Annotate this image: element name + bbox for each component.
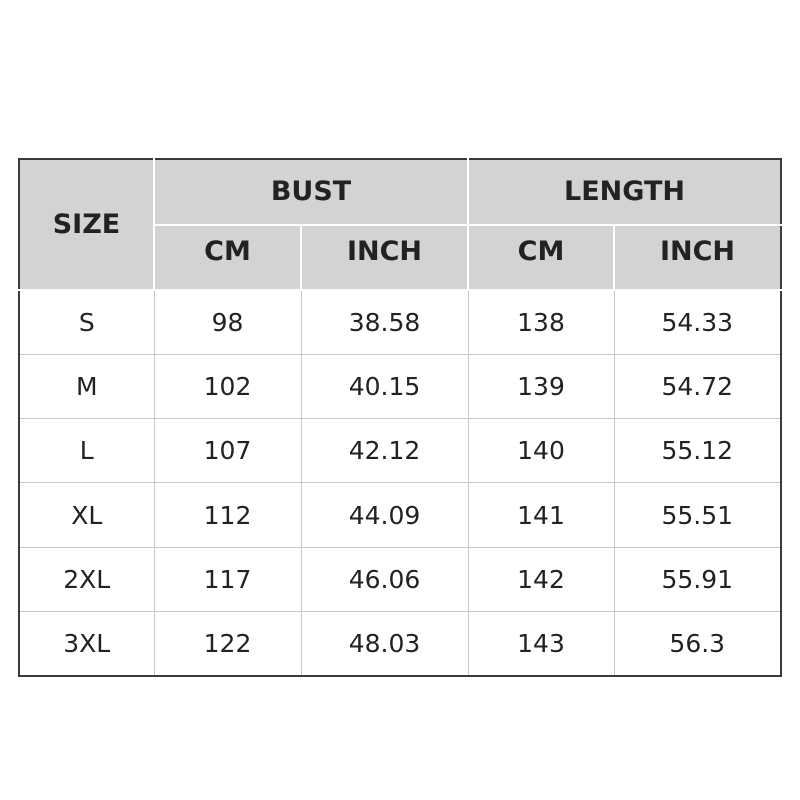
length-inch-cell: 56.3: [613, 610, 782, 676]
bust-cm-cell: 98: [153, 289, 302, 356]
bust-cm-cell: 112: [153, 482, 302, 548]
bust-inch-cell: 40.15: [300, 354, 469, 420]
length-inch-cell: 54.72: [613, 354, 782, 420]
bust-cm-cell: 122: [153, 610, 302, 676]
table-row: M 102 40.15 139 54.72: [19, 354, 782, 420]
table-row: 2XL 117 46.06 142 55.91: [19, 546, 782, 612]
header-length-cm: CM: [467, 224, 615, 291]
length-cm-cell: 139: [467, 354, 615, 420]
size-cell: M: [19, 354, 155, 420]
header-bust: BUST: [153, 159, 469, 226]
size-cell: XL: [19, 482, 155, 548]
bust-inch-cell: 42.12: [300, 418, 469, 484]
bust-cm-cell: 107: [153, 418, 302, 484]
bust-inch-cell: 48.03: [300, 610, 469, 676]
bust-inch-cell: 38.58: [300, 289, 469, 356]
length-inch-cell: 55.51: [613, 482, 782, 548]
size-chart-table: SIZE BUST LENGTH CM INCH CM INCH S 98 38.5…: [18, 158, 783, 677]
bust-cm-cell: 102: [153, 354, 302, 420]
table-row: 3XL 122 48.03 143 56.3: [19, 610, 782, 676]
header-length-inch: INCH: [612, 224, 782, 291]
header-length: LENGTH: [466, 159, 782, 226]
length-cm-cell: 141: [467, 482, 615, 548]
length-cm-cell: 138: [467, 289, 615, 356]
length-inch-cell: 55.12: [613, 418, 782, 484]
length-inch-cell: 55.91: [613, 546, 782, 612]
header-bust-inch: INCH: [300, 224, 469, 291]
header-size: SIZE: [19, 159, 155, 291]
table-row: L 107 42.12 140 55.12: [19, 418, 782, 484]
length-cm-cell: 140: [467, 418, 615, 484]
size-cell: L: [19, 418, 155, 484]
bust-inch-cell: 44.09: [300, 482, 469, 548]
length-cm-cell: 143: [467, 610, 615, 676]
table-row: S 98 38.58 138 54.33: [19, 289, 782, 356]
header-bust-cm: CM: [153, 224, 302, 291]
length-cm-cell: 142: [467, 546, 615, 612]
table-row: XL 112 44.09 141 55.51: [19, 482, 782, 548]
size-cell: 2XL: [19, 546, 155, 612]
size-cell: S: [19, 289, 155, 356]
bust-inch-cell: 46.06: [300, 546, 469, 612]
bust-cm-cell: 117: [153, 546, 302, 612]
length-inch-cell: 54.33: [613, 289, 782, 356]
size-cell: 3XL: [19, 610, 155, 676]
